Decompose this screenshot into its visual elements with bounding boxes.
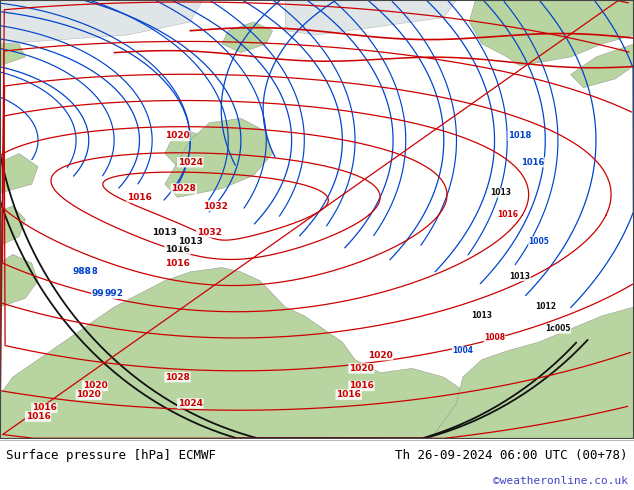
Text: 1028: 1028 [171,184,197,193]
Text: 1013: 1013 [490,189,512,197]
Text: 1016: 1016 [349,381,374,391]
Text: 1024: 1024 [178,158,203,167]
Polygon shape [222,22,273,52]
Text: 1016: 1016 [32,403,57,413]
Text: 1020: 1020 [368,351,393,360]
Text: 1032: 1032 [203,201,228,211]
Polygon shape [0,44,25,66]
Text: 1016: 1016 [336,390,361,399]
Text: 988: 988 [73,268,92,276]
Polygon shape [165,132,222,175]
Text: 988: 988 [79,268,98,276]
Polygon shape [469,0,634,66]
Text: 1024: 1024 [178,399,203,408]
Text: 1020: 1020 [82,381,108,391]
Text: 1005: 1005 [529,237,549,245]
Text: 1004: 1004 [452,346,474,355]
Polygon shape [431,307,634,439]
Text: 1012: 1012 [534,302,556,312]
Polygon shape [0,254,38,307]
Text: 1008: 1008 [484,333,505,342]
Polygon shape [0,206,25,245]
Text: 1013: 1013 [152,228,178,237]
Polygon shape [0,153,38,193]
Text: 1018: 1018 [508,131,531,141]
Text: 1020: 1020 [165,131,190,141]
Polygon shape [0,268,476,439]
Text: 1013: 1013 [178,237,203,245]
Text: 1016: 1016 [165,259,190,268]
Text: 1028: 1028 [165,373,190,382]
Polygon shape [285,0,456,35]
Text: 1013: 1013 [509,272,531,281]
Text: 1020: 1020 [349,364,374,373]
Text: 1016: 1016 [127,193,152,202]
Text: 1016: 1016 [496,210,518,220]
Text: 1016: 1016 [165,245,190,254]
Polygon shape [165,119,273,197]
Text: 1032: 1032 [197,228,222,237]
Text: 1013: 1013 [471,311,493,320]
Text: Th 26-09-2024 06:00 UTC (00+78): Th 26-09-2024 06:00 UTC (00+78) [395,448,628,462]
Text: 992: 992 [105,289,124,298]
Text: 992: 992 [92,289,111,298]
Polygon shape [571,44,634,88]
Text: 1020: 1020 [76,390,101,399]
Text: 1016: 1016 [25,412,51,421]
Text: 1016: 1016 [521,158,544,167]
Polygon shape [0,0,203,44]
Text: 1c005: 1c005 [545,324,571,333]
Text: Surface pressure [hPa] ECMWF: Surface pressure [hPa] ECMWF [6,448,216,462]
Text: ©weatheronline.co.uk: ©weatheronline.co.uk [493,476,628,486]
